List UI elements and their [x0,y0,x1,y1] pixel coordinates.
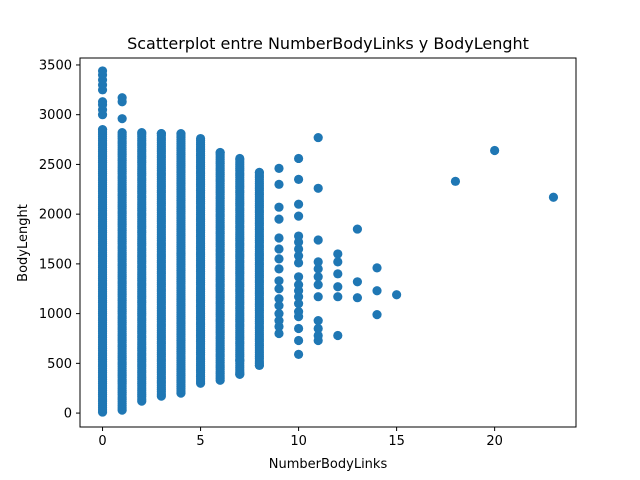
scatter-point [235,355,245,365]
scatter-point [97,97,108,107]
x-tick-label: 10 [290,434,307,449]
x-tick-label: 20 [486,434,503,449]
scatter-point [293,174,304,184]
scatter-point [293,244,304,254]
y-axis-ticks: 0 500 1000 1500 2000 2500 3000 3500 [39,58,80,422]
scatter-point [274,179,284,189]
scatter-point [333,249,343,259]
scatter-point [235,369,245,379]
scatter-point [293,272,304,282]
scatter-point [293,231,304,241]
scatter-point [313,272,323,282]
y-tick-label: 2000 [39,208,72,223]
scatter-point [313,323,323,334]
scatter-point [313,257,323,267]
scatter-point [293,335,304,346]
scatter-point [333,257,343,267]
scatter-point [274,163,284,173]
y-tick-label: 3000 [39,108,72,123]
scatter-point [274,315,284,326]
scatter-point [117,128,127,138]
y-tick-label: 1000 [39,307,72,322]
scatter-point [293,211,304,221]
scatter-point [293,280,304,290]
scatter-point [97,66,108,76]
scatter-point [195,133,206,144]
scatter-point [215,147,225,158]
scatter-point [548,192,559,202]
plot-frame [79,57,577,428]
scatter-point [293,299,304,309]
y-tick-label: 3500 [39,58,72,73]
scatter-point [274,202,284,212]
scatter-point [313,292,323,302]
scatter-point [274,284,284,294]
scatter-point [156,128,166,139]
scatter-point [117,114,127,124]
scatter-point [176,128,186,139]
scatter-point [274,233,284,243]
y-tick-label: 0 [64,407,72,422]
scatter-point [293,199,304,209]
scatter-point [313,330,323,341]
scatter-point [293,307,304,317]
scatter-point [274,328,284,339]
scatter-point [274,294,284,304]
y-axis-label: BodyLenght [16,204,31,282]
x-tick-label: 15 [388,434,405,449]
scatter-point [313,235,323,245]
scatter-point [274,301,284,311]
scatter-point [352,224,363,234]
scatter-point [352,277,363,287]
x-axis-label: NumberBodyLinks [269,457,388,472]
y-tick-label: 500 [47,357,72,372]
points-layer [97,66,559,417]
scatter-point [313,264,323,274]
scatter-point [274,276,284,286]
y-tick-label: 1500 [39,257,72,272]
scatter-point [293,349,304,359]
scatter-point [97,125,108,135]
scatter-point [274,214,284,224]
scatter-point [254,167,264,177]
x-tick-label: 5 [196,434,204,449]
scatter-point [450,176,461,186]
scatter-point [333,282,343,292]
chart-title: Scatterplot entre NumberBodyLinks y Body… [127,34,529,53]
scatter-point [313,280,323,290]
scatter-point [235,153,245,164]
scatter-point [490,145,500,156]
scatter-point [333,269,343,279]
scatter-point [293,153,304,164]
scatter-point [372,286,382,296]
x-tick-label: 0 [98,434,106,449]
scatter-point [137,128,147,138]
scatter-point [274,244,284,254]
x-axis-ticks: 0 5 10 15 20 [98,427,503,449]
scatter-point [313,183,323,193]
scatter-point [372,310,382,320]
scatter-point [274,254,284,264]
scatter-point [117,93,127,103]
scatter-point [274,264,284,274]
scatter-point [352,293,363,303]
y-tick-label: 2500 [39,158,72,173]
scatter-point [293,251,304,261]
scatter-point [392,290,402,300]
scatter-point [313,315,323,326]
scatter-point [313,132,323,143]
scatter-point [293,258,304,268]
scatter-point [372,263,382,273]
scatter-point [274,309,284,319]
scatter-point [333,292,343,302]
scatter-point [254,360,264,370]
scatter-point [293,323,304,334]
scatter-point [333,330,343,341]
